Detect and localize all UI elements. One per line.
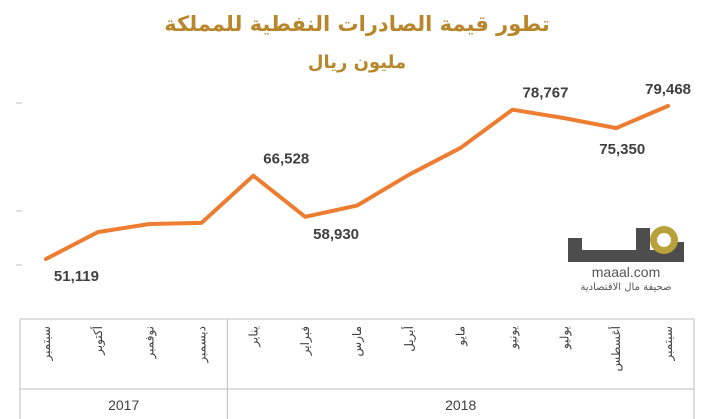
data-label: 51,119 [54,268,99,285]
x-tick-label: ديسمبر [194,326,209,364]
data-label: 66,528 [263,151,309,168]
x-tick-label: مارس [350,326,365,357]
data-label: 75,350 [599,141,645,158]
chart-subtitle: مليون ريال [307,52,407,73]
x-axis-labels: سبتمبر أكتوبر نوفمبر ديسمبر يناير فبراير مارس أ… [39,326,676,413]
data-label: 79,468 [645,81,691,98]
x-tick-label: يونيو [506,326,521,350]
chart-axes [16,102,695,419]
x-tick-label: سبتمبر [39,326,54,361]
logo-text: maaal.com [591,264,661,280]
maaal-logo-mark [568,226,684,262]
series-line [43,103,671,261]
data-label: 78,767 [523,85,569,102]
series-layer [43,103,671,261]
chart-title: تطور قيمة الصادرات النفطية للمملكة [164,12,550,36]
x-tick-label: يوليو [557,326,572,350]
x-tick-label: فبراير [298,326,313,356]
x-tick-label: مايو [454,326,469,347]
x-tick-label: نوفمبر [143,326,158,359]
data-labels-layer: 51,119 66,528 58,930 78,767 75,350 79,468 [54,81,691,285]
maaal-logo: maaal.com صحيفة مال الاقتصادية [566,222,696,308]
year-label: 2017 [108,397,139,413]
x-tick-label: أكتوبر [90,326,106,356]
x-tick-label: أبريل [401,326,417,352]
x-tick-label: سبتمبر [661,326,676,361]
year-label: 2018 [445,397,476,413]
x-tick-label: أغسطس [608,326,624,371]
logo-tagline: صحيفة مال الاقتصادية [580,282,672,293]
data-label: 58,930 [313,226,359,243]
x-tick-label: يناير [246,326,261,348]
